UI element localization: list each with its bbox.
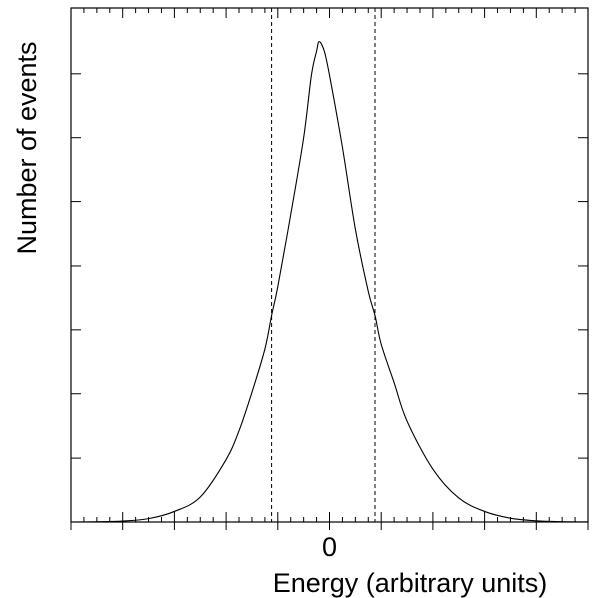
reference-lines (271, 8, 376, 522)
x-axis-label: Energy (arbitrary units) (273, 568, 548, 598)
x-tick-labels: 0 (322, 532, 337, 562)
x-tick-label: 0 (322, 532, 337, 562)
plot-frame (70, 7, 589, 523)
series-curve (70, 41, 589, 523)
y-axis-label: Number of events (12, 41, 42, 254)
tick-marks (70, 8, 589, 530)
